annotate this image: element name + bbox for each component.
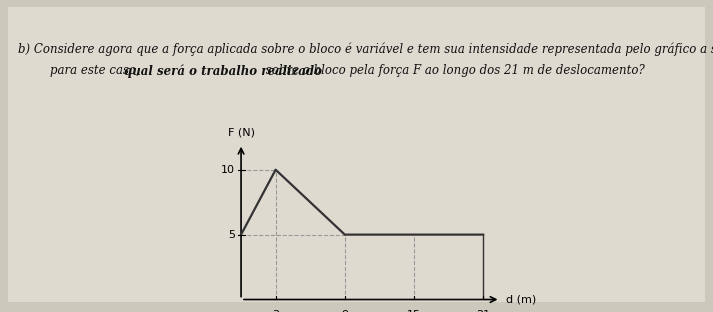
Text: 15: 15 <box>407 310 421 312</box>
Text: 21: 21 <box>476 310 491 312</box>
Text: b) Considere agora que a força aplicada sobre o bloco é variável e tem sua inten: b) Considere agora que a força aplicada … <box>18 42 713 56</box>
Text: 10: 10 <box>221 165 235 175</box>
Text: d (m): d (m) <box>506 295 536 305</box>
Text: 5: 5 <box>228 230 235 240</box>
Text: qual será o trabalho realizado: qual será o trabalho realizado <box>123 64 322 77</box>
Text: para este caso,: para este caso, <box>50 64 143 77</box>
Text: F (N): F (N) <box>227 127 255 137</box>
Text: 3: 3 <box>272 310 279 312</box>
Text: 9: 9 <box>342 310 349 312</box>
Text: sobre o bloco pela força F ao longo dos 21 m de deslocamento?: sobre o bloco pela força F ao longo dos … <box>262 64 645 77</box>
